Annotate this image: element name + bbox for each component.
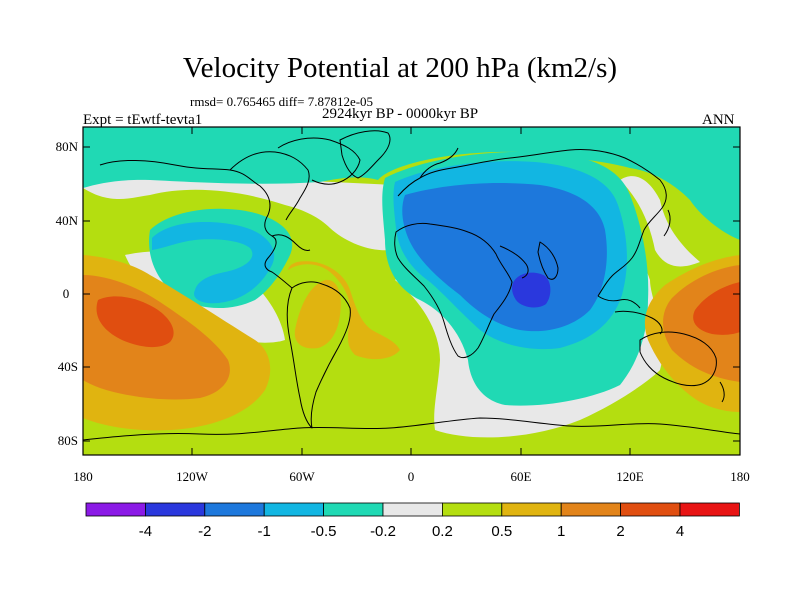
legend-boundary-label: 2 [616, 523, 624, 540]
field-minus-4-to-minus-2 [512, 272, 551, 308]
color-legend [85, 502, 740, 517]
legend-color-box [85, 502, 146, 517]
lon-tick-label: 0 [408, 469, 415, 484]
period-line: 2924kyr BP - 0000kyr BP [321, 106, 479, 122]
field-0.5-to-1-atlantic [288, 261, 400, 360]
lat-axis [83, 146, 740, 442]
legend-boundary-label: -2 [198, 523, 211, 540]
legend-color-box [204, 502, 265, 517]
lon-tick-label: 60W [289, 469, 315, 484]
neutral-band-west-pacific [620, 176, 700, 267]
stats-line: rmsd= 0.765465 diff= 7.87812e-05 [190, 94, 374, 109]
lon-tick-label: 120E [616, 469, 644, 484]
field-minus-0.5-to-minus-0.2-north [83, 127, 740, 240]
legend-boundary-label: 1 [557, 523, 565, 540]
legend-boundary-label: 4 [676, 523, 684, 540]
lat-tick-label: 40S [58, 359, 78, 374]
coastlines [83, 130, 740, 441]
legend-boundary-label: 0.2 [432, 523, 453, 540]
legend-color-box [144, 502, 206, 517]
legend-color-box [441, 502, 503, 517]
lat-tick-label: 80S [58, 433, 78, 448]
lat-tick-label: 80N [56, 139, 79, 154]
contour-fill-layer [83, 127, 740, 455]
season-label: ANN [702, 112, 735, 128]
legend-color-box [679, 502, 740, 517]
legend-color-box [501, 502, 562, 517]
chart-title: Velocity Potential at 200 hPa (km2/s) [182, 52, 618, 84]
field-2-to-4-pacific [96, 296, 174, 348]
lon-axis [191, 127, 631, 455]
lon-tick-label: 60E [511, 469, 532, 484]
field-minus-1-to-minus-0.5-pacific [152, 222, 275, 304]
neutral-band-west [83, 170, 399, 251]
legend-boundary-label: 0.5 [491, 523, 512, 540]
color-legend-labels: -4 -2 -1 -0.5 -0.2 0.2 0.5 1 2 4 [139, 523, 684, 540]
lat-tick-label: 40N [56, 213, 79, 228]
legend-color-box [560, 502, 622, 517]
legend-boundary-label: -0.2 [370, 523, 396, 540]
legend-boundary-label: -0.5 [311, 523, 337, 540]
legend-color-box [382, 502, 443, 517]
field-minus-2-to-minus-1 [402, 183, 607, 332]
legend-color-box [323, 502, 384, 517]
legend-color-box [263, 502, 325, 517]
field-0.5-to-1-atlantic-core [294, 279, 341, 349]
lon-tick-label: 180 [73, 469, 93, 484]
lon-tick-label: 120W [176, 469, 209, 484]
lon-tick-label: 180 [730, 469, 750, 484]
lat-tick-label: 0 [63, 286, 70, 301]
legend-boundary-label: -4 [139, 523, 152, 540]
legend-color-box [620, 502, 681, 517]
experiment-label: Expt = tEwtf-tevta1 [83, 112, 203, 128]
field-2-to-4-west-pacific [693, 282, 740, 335]
legend-boundary-label: -1 [258, 523, 271, 540]
